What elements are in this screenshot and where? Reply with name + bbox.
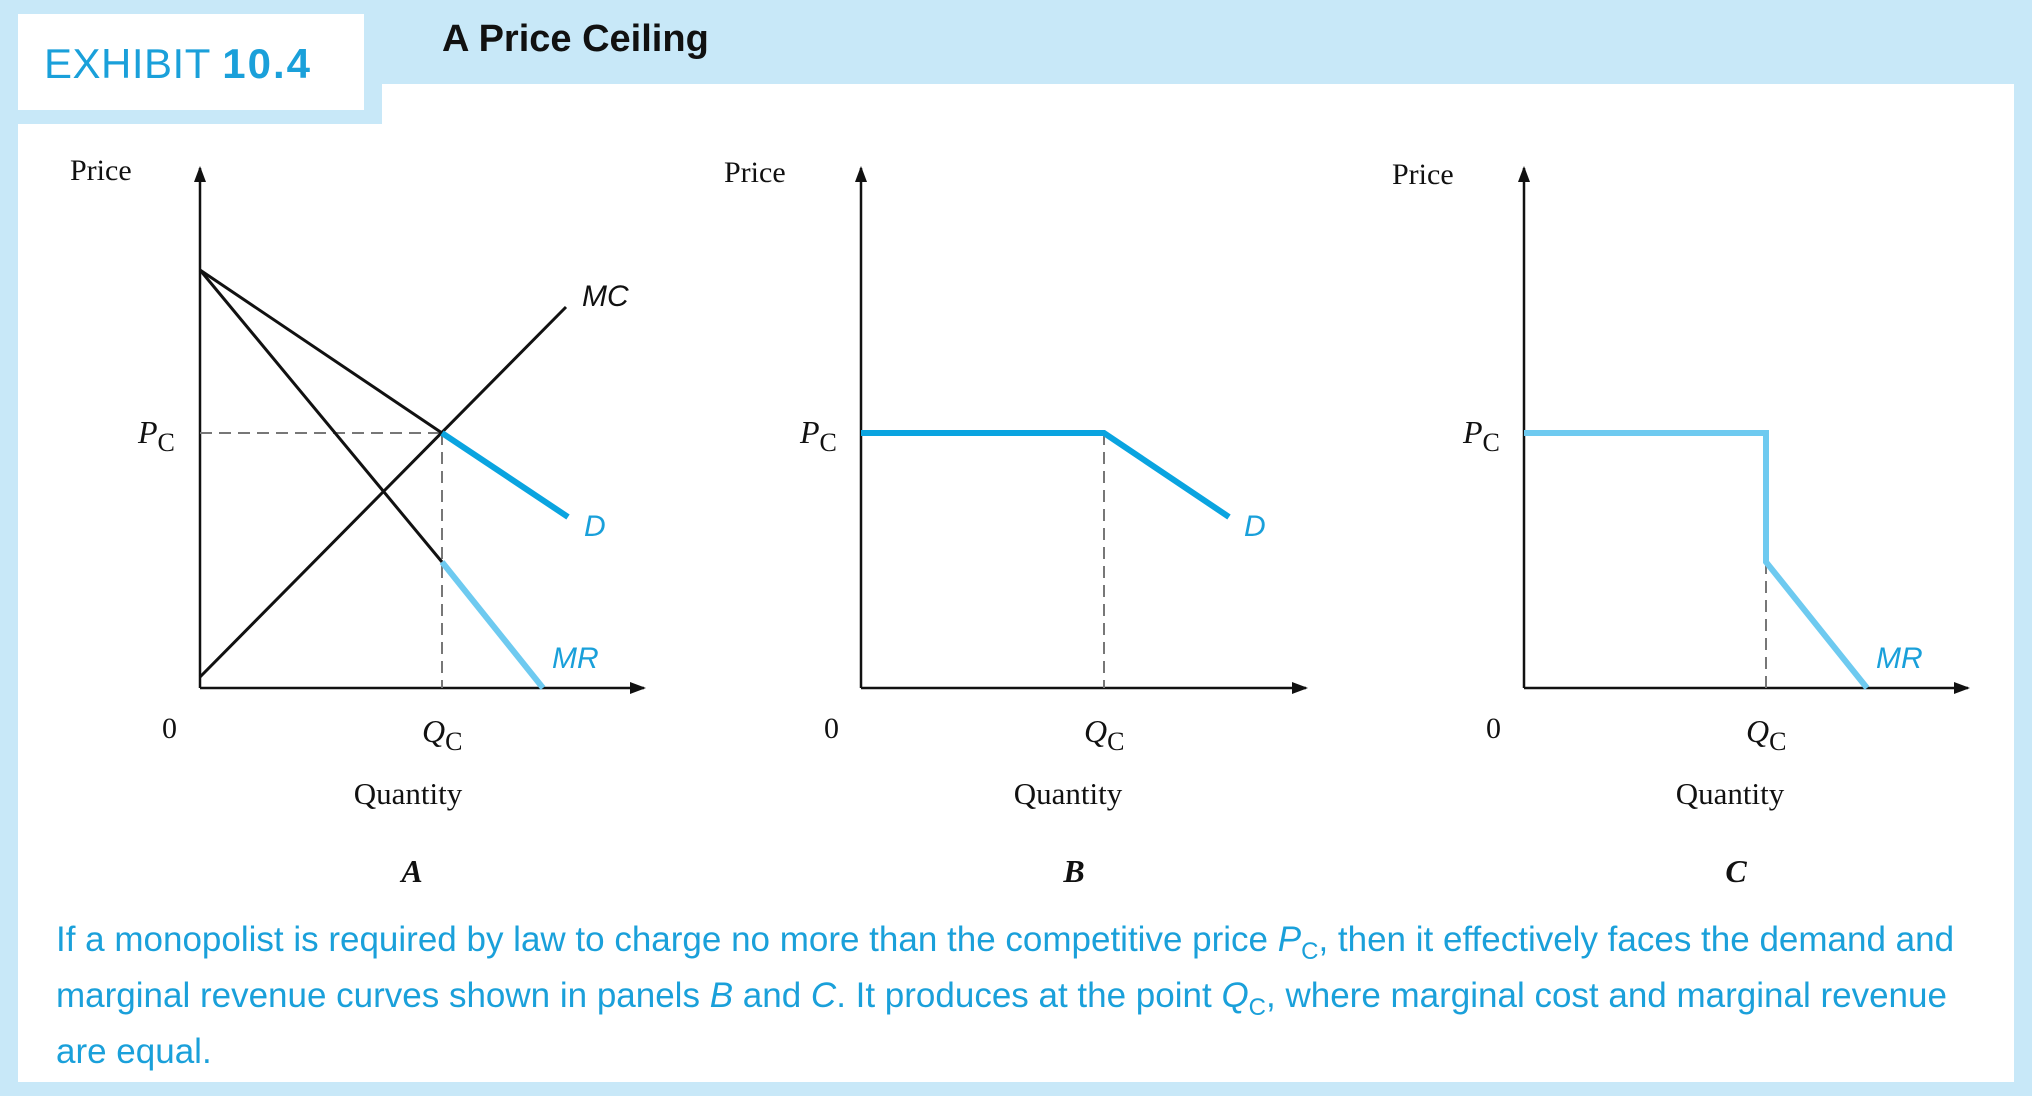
panel-c-price-label: Price (1392, 158, 1454, 191)
panel-b-pc-label: PC (799, 414, 837, 457)
caption-text-1: If a monopolist is required by law to ch… (56, 920, 1278, 959)
content-panel (18, 124, 2014, 1082)
panel-a-origin-label: 0 (162, 712, 177, 745)
caption-qc: Q (1221, 976, 1249, 1015)
exhibit-label: EXHIBIT 10.4 (44, 40, 312, 88)
panel-b-price-label: Price (724, 156, 786, 189)
panel-a-mc-label: MC (582, 280, 629, 313)
caption-panel-b: B (709, 976, 734, 1015)
exhibit-box (18, 14, 364, 110)
caption-qc-sub: C (1248, 994, 1267, 1021)
panel-a: Price PC 0 QC Quantity A MC D MR (70, 154, 646, 889)
panel-a-pc-label: PC (137, 414, 175, 457)
caption-text-3: . It produces at the point (836, 976, 1222, 1015)
panel-b-d-label: D (1244, 510, 1266, 543)
panel-a-demand-lower (440, 430, 570, 520)
panel-b: Price PC 0 QC Quantity B D (724, 156, 1308, 889)
exhibit-number: 10.4 (222, 40, 313, 87)
panel-b-quantity-label: Quantity (1014, 776, 1123, 811)
exhibit-word: EXHIBIT (44, 40, 211, 87)
panel-a-mc-curve (198, 305, 568, 679)
caption-and: and (733, 976, 811, 1015)
caption-pc: P (1277, 920, 1302, 959)
exhibit-title: A Price Ceiling (442, 18, 709, 60)
panel-c-mr-curve (1524, 430, 1870, 690)
header-strip (382, 84, 2014, 124)
caption: If a monopolist is required by law to ch… (56, 918, 1986, 1074)
panel-a-demand-upper (199, 268, 443, 435)
panel-a-mr-lower (439, 560, 546, 690)
caption-panel-c: C (810, 976, 837, 1015)
panel-a-mr-label: MR (552, 642, 599, 675)
panel-c-qc-label: QC (1746, 713, 1786, 756)
panel-b-origin-label: 0 (824, 712, 839, 745)
panel-c-id: C (1725, 853, 1747, 889)
caption-text-2: , then it effectively faces the demand a… (56, 920, 1955, 1015)
panel-a-qc-label: QC (422, 713, 462, 756)
panel-c-mr-label: MR (1876, 642, 1923, 675)
panel-c-origin-label: 0 (1486, 712, 1501, 745)
panel-a-mr-upper (198, 269, 444, 563)
panel-b-demand-curve (861, 430, 1231, 520)
panel-a-d-label: D (584, 510, 606, 543)
panel-c-quantity-label: Quantity (1676, 776, 1785, 811)
caption-pc-sub: C (1301, 938, 1319, 965)
panel-b-qc-label: QC (1084, 713, 1124, 756)
panel-b-id: B (1062, 853, 1084, 889)
panel-a-price-label: Price (70, 154, 132, 187)
panel-c-pc-label: PC (1462, 414, 1500, 457)
panel-a-id: A (399, 853, 422, 889)
caption-text-4: , where marginal cost and marginal reven… (56, 976, 1947, 1071)
panel-a-quantity-label: Quantity (354, 776, 463, 811)
panel-c: Price PC 0 QC Quantity C MR (1392, 158, 1970, 889)
